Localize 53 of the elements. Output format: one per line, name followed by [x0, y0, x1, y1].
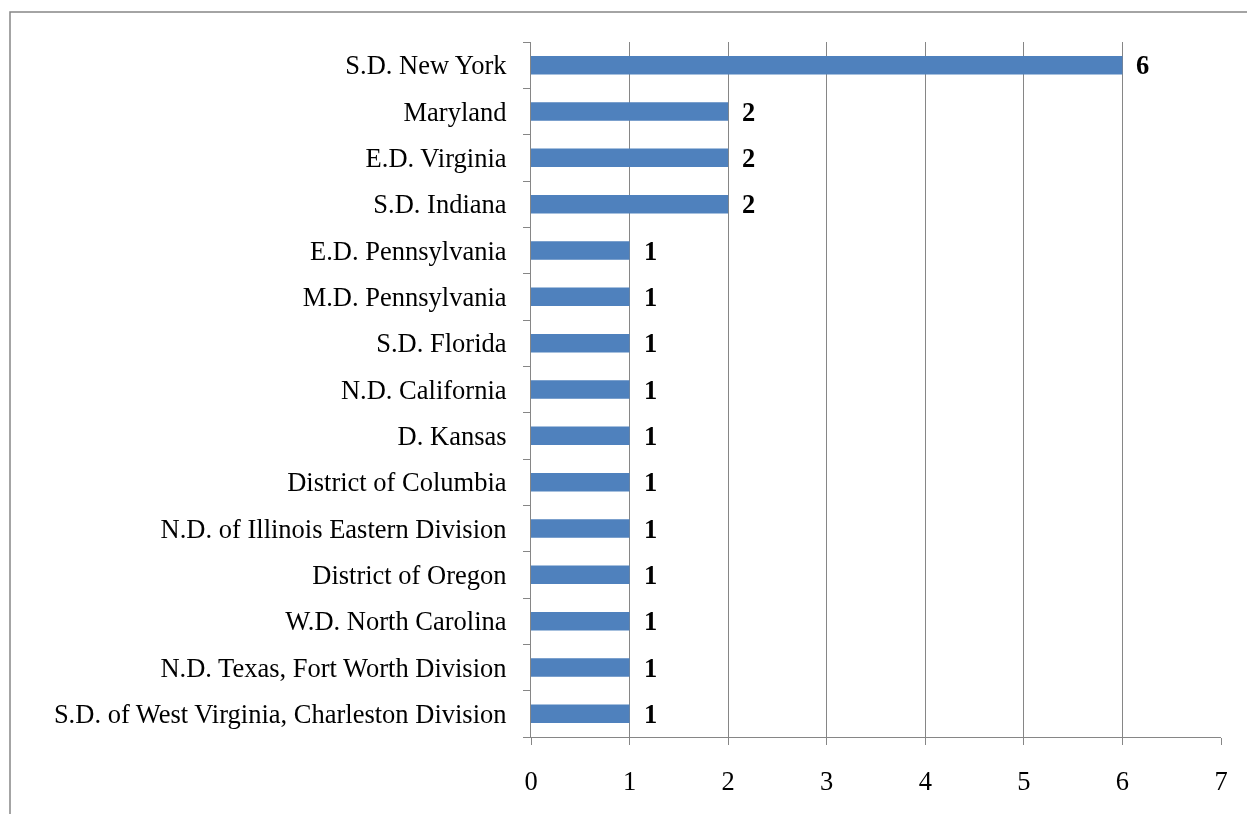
x-tick-label: 1: [622, 765, 637, 796]
data-label: 1: [644, 375, 658, 405]
y-tick-label: Maryland: [403, 96, 507, 127]
data-label: 1: [644, 421, 658, 451]
bar: [531, 380, 630, 399]
y-tick-label: D. Kansas: [397, 421, 507, 452]
x-tick-label: 5: [1017, 765, 1031, 796]
data-label: 1: [644, 282, 658, 312]
y-tick-label: N.D. California: [340, 374, 507, 405]
x-tick-label: 2: [721, 765, 735, 796]
data-label: 1: [644, 514, 658, 544]
data-label: 1: [644, 606, 658, 636]
y-tick-label: S.D. Florida: [376, 328, 507, 359]
y-tick-label: S.D. of West Virginia, Charleston Division: [53, 699, 507, 730]
data-label: 1: [644, 328, 658, 358]
x-tick-label: 3: [820, 765, 834, 796]
y-tick-label: N.D. Texas, Fort Worth Division: [160, 652, 507, 683]
bar: [531, 148, 729, 168]
bar: [531, 241, 630, 260]
y-tick-label: District of Columbia: [287, 467, 507, 498]
x-tick-label: 6: [1115, 765, 1130, 796]
bar: [531, 565, 630, 585]
bar: [531, 472, 630, 492]
y-tick-label: W.D. North Carolina: [285, 606, 507, 637]
data-label: 1: [644, 467, 658, 497]
y-tick-label: S.D. New York: [345, 50, 508, 81]
bar: [531, 55, 1123, 75]
data-label: 6: [1136, 50, 1150, 80]
y-tick-label: N.D. of Illinois Eastern Division: [160, 513, 507, 544]
y-tick-label: District of Oregon: [312, 560, 507, 591]
bar: [531, 704, 630, 724]
y-tick-label: M.D. Pennsylvania: [302, 282, 507, 313]
bar: [531, 333, 630, 353]
bar: [531, 426, 630, 446]
data-label: 2: [742, 97, 756, 127]
y-tick-label: S.D. Indiana: [373, 189, 507, 220]
bar: [531, 519, 630, 538]
data-label: 2: [742, 189, 756, 219]
bar: [531, 611, 630, 631]
x-tick-label: 4: [918, 765, 932, 796]
x-tick-label: 7: [1214, 765, 1228, 796]
y-tick-label: E.D. Pennsylvania: [310, 235, 507, 266]
bar: [531, 658, 630, 677]
bar: [531, 287, 630, 307]
data-label: 2: [742, 143, 756, 173]
data-label: 1: [644, 699, 658, 729]
data-label: 1: [644, 236, 658, 266]
data-label: 1: [644, 560, 658, 590]
data-label: 1: [644, 653, 658, 683]
bar: [531, 102, 729, 121]
y-tick-label: E.D. Virginia: [365, 143, 507, 174]
x-tick-label: 0: [524, 765, 538, 796]
bar: [531, 194, 729, 214]
